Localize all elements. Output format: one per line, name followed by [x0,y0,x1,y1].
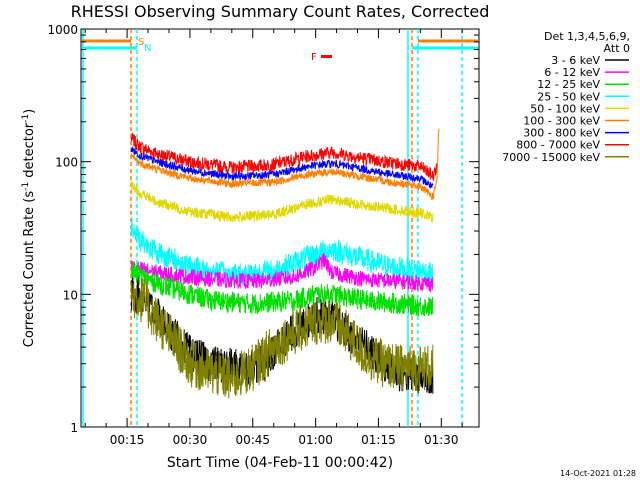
chart-title: RHESSI Observing Summary Count Rates, Co… [71,2,490,21]
series-curve [130,180,434,224]
series-curve [130,253,434,293]
legend-header-line-2: Att 0 [604,42,630,55]
y-tick-label: 1 [70,421,78,435]
x-axis-label: Start Time (04-Feb-11 00:00:42) [167,455,393,471]
series-curve [130,278,434,399]
f-marker-label: F [311,52,317,63]
x-tick-label: 01:30 [424,433,459,447]
series-curve [130,216,434,287]
n-marker-label: N [144,43,151,54]
legend-item-label: 800 - 7000 keV [516,139,600,152]
legend-item-label: 3 - 6 keV [551,54,600,67]
legend-item-label: 25 - 50 keV [537,90,600,103]
footer-timestamp: 14-Oct-2021 01:28 [560,469,636,478]
legend-item-label: 50 - 100 keV [530,102,600,115]
series-curve [130,128,440,201]
series-curve [130,261,434,317]
flare-marker [321,55,332,58]
series-curve [130,146,434,189]
legend-header-line-1: Det 1,3,4,5,6,9, [544,30,630,43]
legend-item-label: 6 - 12 keV [544,66,600,79]
legend-item-label: 300 - 800 keV [523,127,600,140]
y-tick-label: 1000 [47,23,78,37]
x-tick-label: 00:15 [110,433,145,447]
y-ticks: 1 10 100 1000 [47,23,479,435]
legend-item-label: 7000 - 15000 keV [502,151,600,164]
x-tick-label: 01:00 [298,433,333,447]
x-tick-label: 00:30 [173,433,208,447]
legend-item-label: 100 - 300 keV [523,115,600,128]
x-ticks: 00:15 00:30 00:45 01:00 01:15 01:30 [84,29,463,447]
curves-group [130,128,440,399]
s-marker-label: S [138,37,144,48]
plot-frame [80,28,480,428]
y-axis-label: Corrected Count Rate (s-1 detector-1) [21,109,37,347]
y-tick-label: 10 [63,288,78,302]
legend-item-label: 12 - 25 keV [537,78,600,91]
y-tick-label: 100 [55,156,78,170]
series-curve [130,132,438,181]
x-tick-label: 00:45 [235,433,270,447]
x-tick-label: 01:15 [361,433,396,447]
